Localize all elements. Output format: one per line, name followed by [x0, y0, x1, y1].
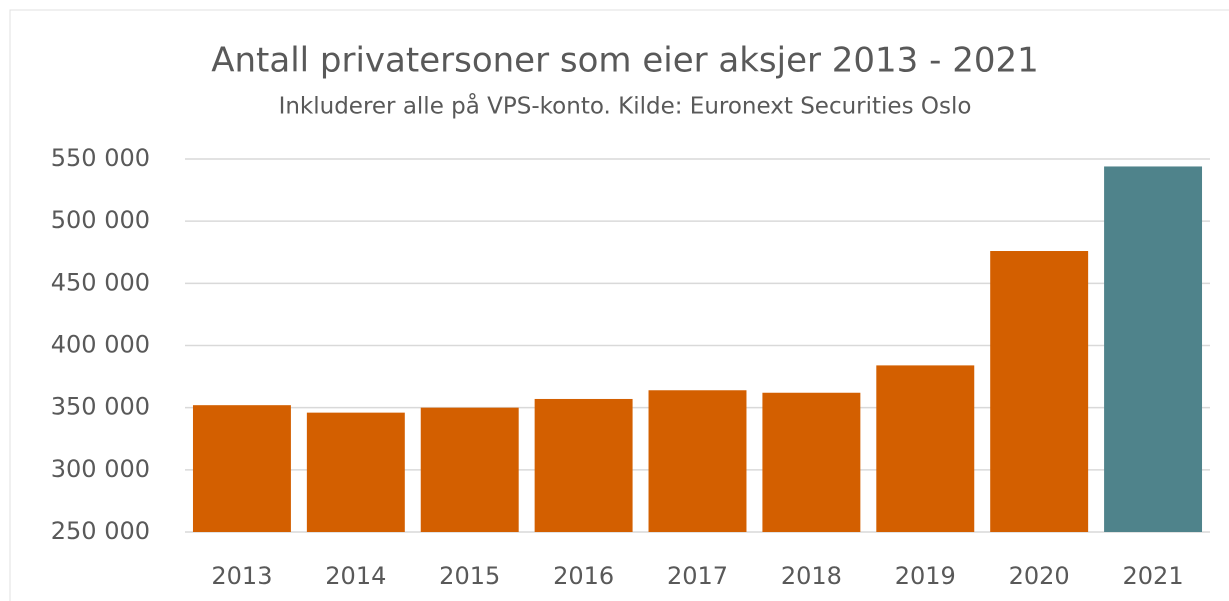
x-tick-label: 2017 [667, 562, 728, 590]
x-tick-label: 2013 [211, 562, 272, 590]
bar [420, 407, 519, 532]
y-tick-label: 550 000 [51, 144, 150, 172]
bar [762, 392, 861, 532]
bar [1104, 166, 1203, 532]
bar [192, 405, 291, 532]
bar [648, 390, 747, 532]
x-tick-label: 2020 [1009, 562, 1070, 590]
y-tick-label: 500 000 [51, 206, 150, 234]
x-tick-label: 2018 [781, 562, 842, 590]
chart-frame [9, 9, 1229, 601]
chart-subtitle: Inkluderer alle på VPS-konto. Kilde: Eur… [279, 92, 972, 120]
x-tick-label: 2016 [553, 562, 614, 590]
y-tick-label: 350 000 [51, 393, 150, 421]
x-tick-label: 2021 [1123, 562, 1184, 590]
bar [990, 251, 1089, 533]
y-tick-label: 450 000 [51, 268, 150, 296]
bar [306, 412, 405, 532]
x-tick-label: 2015 [439, 562, 500, 590]
y-tick-label: 300 000 [51, 455, 150, 483]
chart-title: Antall privatersoner som eier aksjer 201… [211, 41, 1038, 81]
bar [876, 365, 975, 532]
y-tick-label: 250 000 [51, 517, 150, 545]
x-tick-label: 2019 [895, 562, 956, 590]
bar [534, 398, 633, 532]
x-tick-label: 2014 [325, 562, 386, 590]
y-tick-label: 400 000 [51, 331, 150, 359]
